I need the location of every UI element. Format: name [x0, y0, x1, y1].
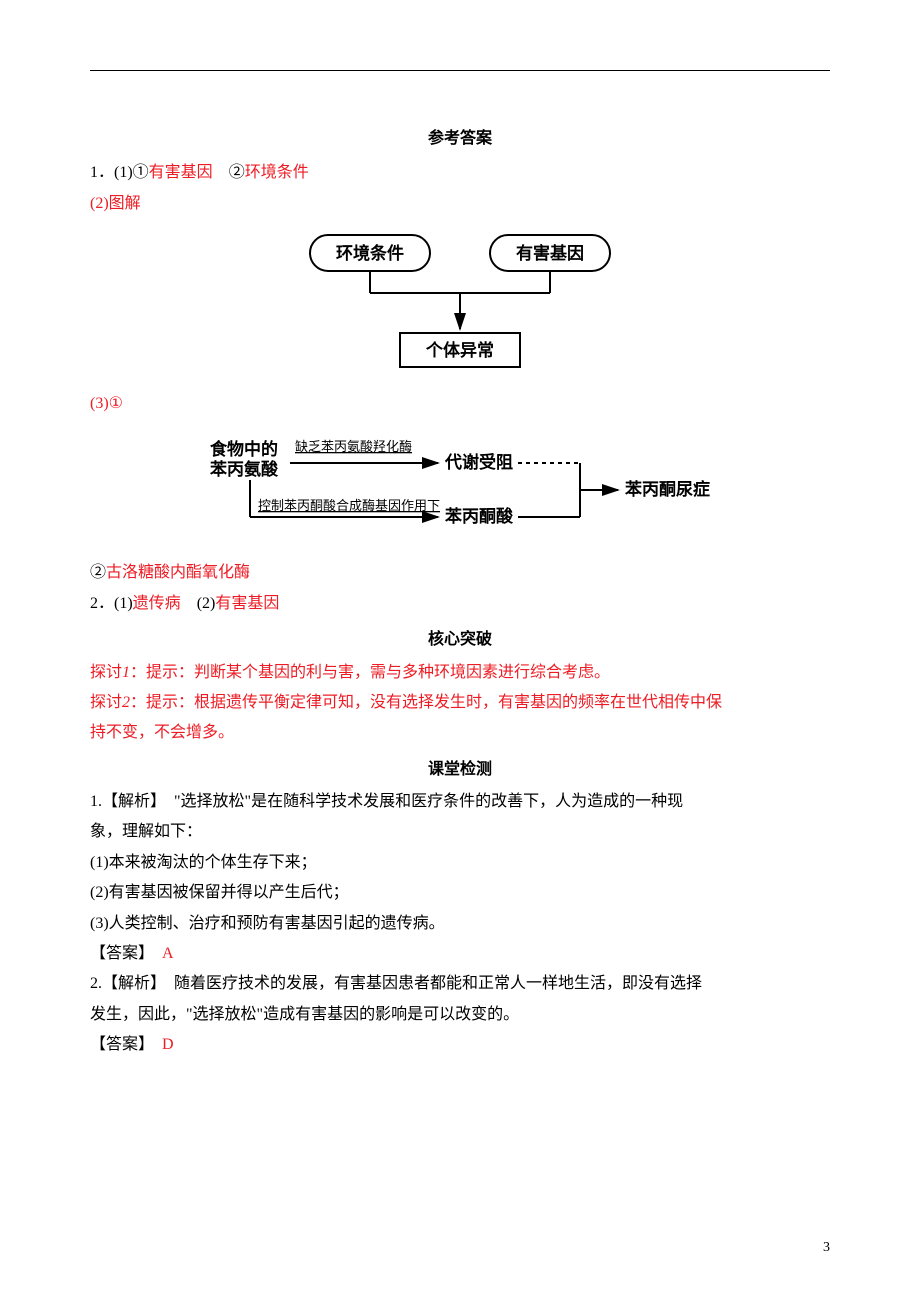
core-t1-label: 探讨	[90, 664, 122, 681]
page-root: 参考答案 1．(1)①有害基因 ②环境条件 (2)图解 环境条件 有害基因	[0, 0, 920, 1302]
c-q1-ans: 【答案】 A	[90, 939, 830, 969]
c-q2-ans-label: 【答案】	[90, 1036, 162, 1053]
q2-b: 有害基因	[215, 595, 279, 612]
c-q1-head2: 象，理解如下：	[90, 817, 830, 847]
q2-line: 2．(1)遗传病 (2)有害基因	[90, 589, 830, 619]
d1-box2-text: 有害基因	[516, 243, 584, 263]
core-t1-num: 1	[122, 664, 130, 681]
d2-r1: 代谢受阻	[444, 452, 513, 472]
d1-box1-text: 环境条件	[336, 243, 404, 263]
header-rule	[90, 70, 830, 71]
c-q2-head2: 发生，因此，"选择放松"造成有害基因的影响是可以改变的。	[90, 1000, 830, 1030]
d2-arrow2-label: 控制苯丙酮酸合成酶基因作用下	[258, 498, 440, 513]
q1-line1-a: 有害基因	[149, 164, 213, 181]
q1-line3: (3)①	[90, 389, 830, 419]
core-t2-colon: ：	[130, 694, 146, 711]
c-q2-ans: 【答案】 D	[90, 1030, 830, 1060]
q2-mid: (2)	[181, 595, 216, 612]
d2-result: 苯丙酮尿症	[624, 479, 710, 499]
core-t2-num: 2	[122, 694, 130, 711]
q1-line1-b: 环境条件	[245, 164, 309, 181]
q2-a: 遗传病	[133, 595, 181, 612]
core-t2-body-a: 提示：根据遗传平衡定律可知，没有选择发生时，有害基因的频率在世代相传中保	[146, 694, 722, 711]
d2-arrow1-label: 缺乏苯丙氨酸羟化酶	[295, 439, 412, 454]
c-q1-head: 1.【解析】 "选择放松"是在随科学技术发展和医疗条件的改善下，人为造成的一种现	[90, 787, 830, 817]
d2-l1a: 食物中的	[210, 439, 278, 459]
d1-box3-text: 个体异常	[425, 340, 494, 360]
core-t1-body: 提示：判断某个基因的利与害，需与多种环境因素进行综合考虑。	[146, 664, 610, 681]
answer-key-title: 参考答案	[90, 124, 830, 154]
q1-line2: (2)图解	[90, 189, 830, 219]
c-q2-head: 2.【解析】 随着医疗技术的发展，有害基因患者都能和正常人一样地生活，即没有选择	[90, 969, 830, 999]
c-q1-li1: (1)本来被淘汰的个体生存下来；	[90, 848, 830, 878]
core-t2a: 探讨2：提示：根据遗传平衡定律可知，没有选择发生时，有害基因的频率在世代相传中保	[90, 688, 830, 718]
c-q1-li3: (3)人类控制、治疗和预防有害基因引起的遗传病。	[90, 909, 830, 939]
core-title: 核心突破	[90, 625, 830, 655]
c-q2-ans-val: D	[162, 1036, 174, 1053]
core-t1-colon: ：	[130, 664, 146, 681]
diagram2-wrap: 食物中的 苯丙氨酸 缺乏苯丙氨酸羟化酶 代谢受阻 控制苯丙酮酸合成酶基因作用下 …	[90, 425, 830, 556]
classroom-title: 课堂检测	[90, 755, 830, 785]
c-q1-ans-val: A	[162, 945, 174, 962]
c-q1-li2: (2)有害基因被保留并得以产生后代；	[90, 878, 830, 908]
core-t2-label: 探讨	[90, 694, 122, 711]
q1-line4: ②古洛糖酸内酯氧化酶	[90, 558, 830, 588]
q1-line1: 1．(1)①有害基因 ②环境条件	[90, 158, 830, 188]
diagram1-svg: 环境条件 有害基因 个体异常	[280, 225, 640, 375]
q1-line4-text: 古洛糖酸内酯氧化酶	[106, 564, 250, 581]
q1-line4-prefix: ②	[90, 564, 106, 581]
c-q1-ans-label: 【答案】	[90, 945, 162, 962]
d2-r2: 苯丙酮酸	[444, 506, 514, 526]
d2-l1b: 苯丙氨酸	[209, 459, 279, 479]
diagram2-svg: 食物中的 苯丙氨酸 缺乏苯丙氨酸羟化酶 代谢受阻 控制苯丙酮酸合成酶基因作用下 …	[180, 425, 740, 545]
q1-line1-prefix: 1．(1)①	[90, 164, 149, 181]
q2-prefix: 2．(1)	[90, 595, 133, 612]
q1-line1-mid: ②	[213, 164, 245, 181]
diagram1-wrap: 环境条件 有害基因 个体异常	[90, 225, 830, 386]
core-t1: 探讨1：提示：判断某个基因的利与害，需与多种环境因素进行综合考虑。	[90, 658, 830, 688]
core-t2b: 持不变，不会增多。	[90, 718, 830, 748]
page-number: 3	[823, 1235, 830, 1262]
